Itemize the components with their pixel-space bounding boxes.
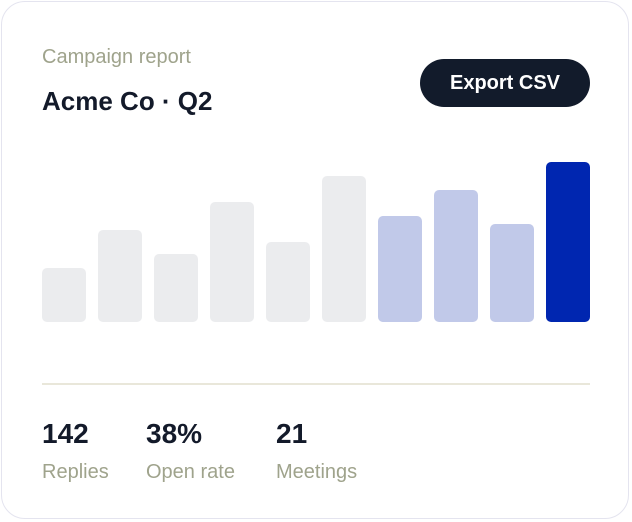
subtitle: Campaign report	[42, 46, 191, 68]
bar	[210, 202, 254, 322]
stat-label: Meetings	[276, 461, 358, 483]
stat-value: 142	[42, 418, 89, 449]
bar	[322, 176, 366, 322]
bar	[42, 268, 86, 322]
divider	[42, 383, 590, 385]
bar	[154, 254, 198, 322]
stat-value: 38%	[146, 418, 203, 449]
bar	[266, 242, 310, 322]
bar	[98, 230, 142, 322]
bar	[378, 216, 422, 322]
stat-value: 21	[276, 418, 308, 449]
bar-chart	[42, 162, 590, 322]
stat-label: Replies	[42, 461, 109, 483]
bar	[546, 162, 590, 322]
stat-label: Open rate	[146, 461, 235, 483]
export-button[interactable]: Export CSV	[420, 59, 590, 107]
bar	[434, 190, 478, 322]
bar	[490, 224, 534, 322]
title: Acme Co · Q2	[42, 86, 213, 116]
